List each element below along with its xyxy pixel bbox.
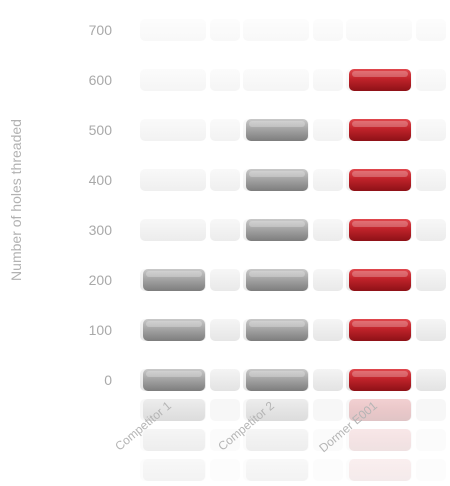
bar-block <box>349 219 411 241</box>
background-reflection-block <box>416 429 446 451</box>
bar-block-gloss <box>352 71 408 77</box>
background-block <box>416 369 446 391</box>
bar-block-gloss <box>249 121 305 127</box>
bar-reflection <box>246 399 308 421</box>
background-reflection-block <box>416 459 446 481</box>
background-block <box>313 369 343 391</box>
bar <box>143 269 205 481</box>
y-tick-label: 500 <box>89 122 113 138</box>
bar-block-gloss <box>249 171 305 177</box>
background-block <box>346 19 412 41</box>
bar-block <box>349 119 411 141</box>
background-block <box>140 219 206 241</box>
y-tick-label: 100 <box>89 322 113 338</box>
y-axis-ticks: 0 100 200 300 400 500 600 700 <box>89 22 113 388</box>
bar <box>349 69 411 481</box>
bar-block-gloss <box>352 221 408 227</box>
bars <box>143 69 411 481</box>
background-block <box>416 169 446 191</box>
bar-block <box>349 319 411 341</box>
bar-block <box>349 269 411 291</box>
y-tick-label: 600 <box>89 72 113 88</box>
y-tick-label: 300 <box>89 222 113 238</box>
background-block <box>210 219 240 241</box>
y-tick-label: 0 <box>104 372 112 388</box>
bar-block <box>246 169 308 191</box>
bar-block-gloss <box>249 271 305 277</box>
background-block <box>210 19 240 41</box>
background-block <box>140 119 206 141</box>
y-tick-label: 200 <box>89 272 113 288</box>
bar-block-gloss <box>249 221 305 227</box>
background-block <box>313 169 343 191</box>
background-block <box>313 319 343 341</box>
background-block <box>210 319 240 341</box>
background-block <box>416 269 446 291</box>
background-reflection-block <box>416 399 446 421</box>
y-axis-label: Number of holes threaded <box>8 119 24 281</box>
background-block <box>416 319 446 341</box>
background-block <box>243 69 309 91</box>
y-tick-label: 400 <box>89 172 113 188</box>
bar-block-gloss <box>352 321 408 327</box>
bar-block <box>349 369 411 391</box>
background-block <box>313 69 343 91</box>
bar-block <box>349 69 411 91</box>
background-block <box>140 69 206 91</box>
bar-block <box>246 269 308 291</box>
bar-block-gloss <box>249 371 305 377</box>
background-block <box>416 69 446 91</box>
background-block <box>140 19 206 41</box>
bar-reflection <box>246 459 308 481</box>
background-block <box>313 269 343 291</box>
bar-block-gloss <box>352 121 408 127</box>
background-reflection-block <box>210 399 240 421</box>
bar-reflection <box>349 429 411 451</box>
bar-block <box>143 319 205 341</box>
background-block <box>243 19 309 41</box>
background-block <box>210 69 240 91</box>
bar-block-gloss <box>352 371 408 377</box>
bar-reflection <box>246 429 308 451</box>
bar-reflection <box>143 459 205 481</box>
background-reflection-block <box>210 429 240 451</box>
background-reflection-block <box>210 459 240 481</box>
bar-block <box>246 369 308 391</box>
bar-block-gloss <box>146 321 202 327</box>
background-block <box>210 119 240 141</box>
background-reflection-block <box>313 459 343 481</box>
bar-reflection <box>143 399 205 421</box>
bar <box>246 119 308 481</box>
background-block <box>210 369 240 391</box>
bar-reflection <box>143 429 205 451</box>
bar-block <box>143 269 205 291</box>
bar-block <box>246 119 308 141</box>
background-block <box>210 269 240 291</box>
bar-reflection <box>349 459 411 481</box>
bar-block-gloss <box>352 171 408 177</box>
background-block <box>416 219 446 241</box>
background-block <box>313 19 343 41</box>
bar-block <box>246 319 308 341</box>
bar-block-gloss <box>146 271 202 277</box>
background-block <box>313 119 343 141</box>
bar-block-gloss <box>146 371 202 377</box>
background-reflection-block <box>313 399 343 421</box>
bar-block-gloss <box>249 321 305 327</box>
bar-block <box>143 369 205 391</box>
background-block <box>416 119 446 141</box>
y-tick-label: 700 <box>89 22 113 38</box>
bar-block <box>349 169 411 191</box>
background-block <box>313 219 343 241</box>
bar-reflection <box>349 399 411 421</box>
background-block <box>210 169 240 191</box>
bar-block <box>246 219 308 241</box>
background-block <box>416 19 446 41</box>
background-reflection-block <box>313 429 343 451</box>
background-block <box>140 169 206 191</box>
bar-block-gloss <box>352 271 408 277</box>
